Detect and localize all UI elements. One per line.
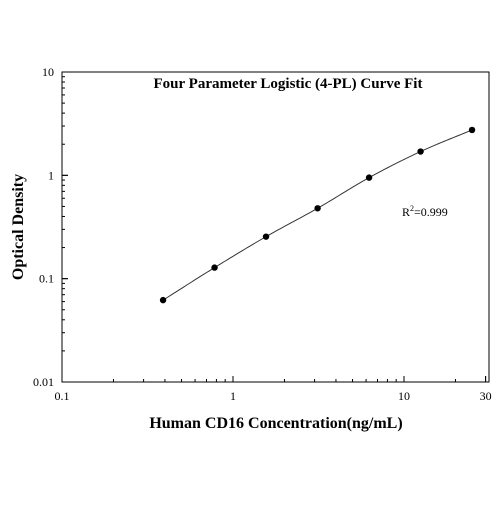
x-tick-label: 1	[230, 389, 236, 403]
r-squared-prefix: R	[402, 205, 410, 219]
data-point	[417, 148, 424, 155]
r-squared-annotation: R2=0.999	[402, 204, 448, 219]
y-tick-label: 0.01	[33, 375, 54, 389]
y-tick-label: 0.1	[39, 272, 54, 286]
data-points	[159, 126, 476, 304]
chart-title: Four Parameter Logistic (4-PL) Curve Fit	[154, 76, 423, 92]
data-point	[159, 296, 167, 304]
r-squared-superscript: 2	[410, 204, 414, 213]
data-point	[314, 205, 321, 212]
r-squared-value: =0.999	[414, 205, 448, 219]
data-point	[211, 264, 218, 271]
x-tick-label: 30	[480, 389, 492, 403]
plot-frame	[61, 71, 490, 383]
x-tick-label: 0.1	[55, 389, 70, 403]
tick-marks	[61, 71, 487, 383]
data-point	[365, 174, 373, 181]
y-tick-label: 1	[48, 168, 54, 182]
x-axis-label: Human CD16 Concentration(ng/mL)	[149, 415, 402, 432]
y-tick-label: 10	[42, 65, 54, 79]
x-tick-label: 10	[398, 389, 410, 403]
y-axis-label: Optical Density	[10, 174, 27, 280]
data-point	[262, 233, 270, 240]
data-point	[468, 126, 476, 134]
